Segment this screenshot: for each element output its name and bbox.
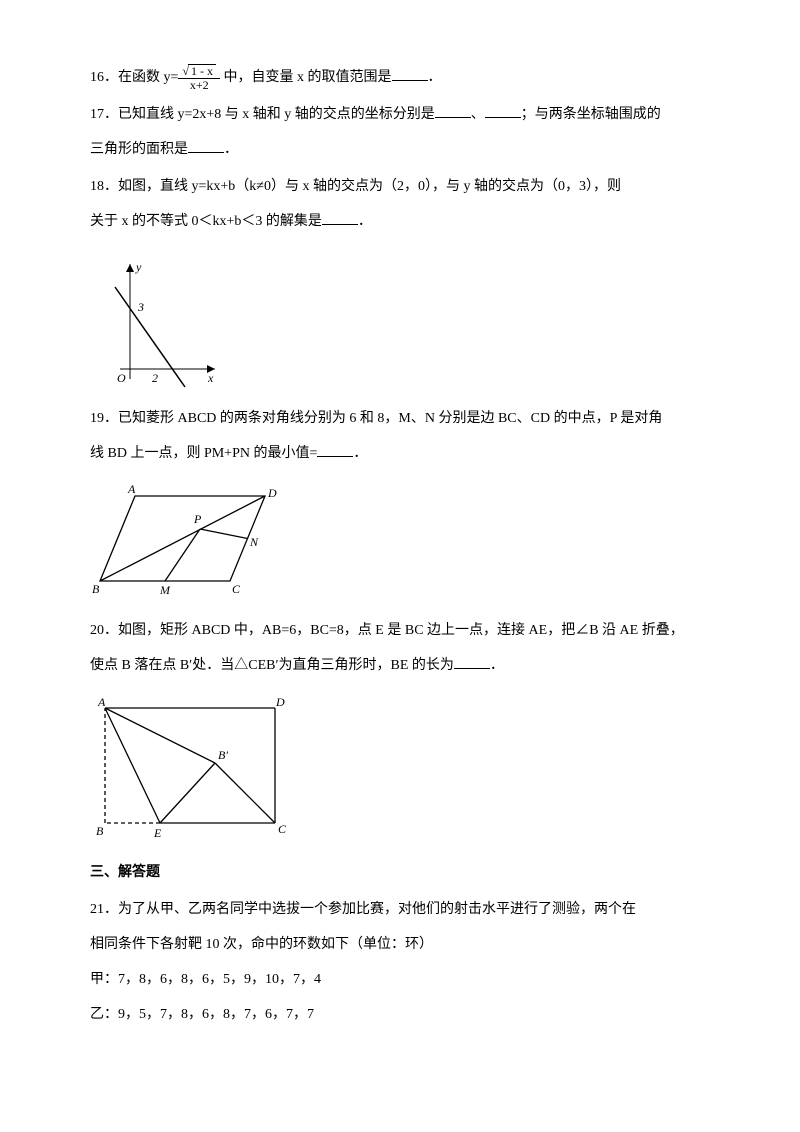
q16-blank [392,66,428,81]
q17-end: ． [224,142,238,157]
q20-blank [454,654,490,669]
q19-line1: 19．已知菱形 ABCD 的两条对角线分别为 6 和 8，M、N 分别是边 BC… [90,411,662,426]
q19-blank [317,442,353,457]
question-18: 18．如图，直线 y=kx+b（k≠0）与 x 轴的交点为（2，0），与 y 轴… [90,169,710,239]
fig20-B: B [96,824,104,838]
question-17: 17．已知直线 y=2x+8 与 x 轴和 y 轴的交点的坐标分别是 、 ；与两条坐… [90,97,710,167]
q17-blank3 [188,138,224,153]
q17-blank2 [485,103,521,118]
q16-numerator: 1 - x [188,64,216,78]
fig18-y-intercept: 3 [137,300,144,314]
section-3-title: 三、解答题 [90,855,710,890]
question-20: 20．如图，矩形 ABCD 中，AB=6，BC=8，点 E 是 BC 边上一点，… [90,613,710,683]
q18-blank [322,210,358,225]
fig18-origin: O [117,371,126,385]
figure-18-svg: 2 3 O x y [90,249,230,389]
question-16: 16．在函数 y= 1 - x x+2 中，自变量 x 的取值范围是 ． [90,60,710,95]
q16-denominator: x+2 [178,79,220,92]
fig20-A: A [97,695,106,709]
q20-line2a: 使点 B 落在点 B′处．当△CEB′为直角三角形时，BE 的长为 [90,658,454,673]
fig19-N: N [249,535,259,549]
q21-line2: 相同条件下各射靶 10 次，命中的环数如下（单位：环） [90,937,433,952]
fig19-D: D [267,486,277,500]
q19-end: ． [353,446,367,461]
fig19-A: A [127,482,136,496]
q16-end: ． [428,70,442,85]
q17-sep: 、 [471,107,485,122]
q18-line2a: 关于 x 的不等式 0＜kx+b＜3 的解集是 [90,214,322,229]
fig20-Bp: B′ [218,748,228,762]
figure-19-svg: A D C B M N P [90,481,290,601]
fig20-C: C [278,822,287,836]
figure-18: 2 3 O x y [90,249,710,389]
fig18-x-label: x [207,371,214,385]
q17-blank1 [435,103,471,118]
q18-end: ． [358,214,372,229]
fig18-x-intercept: 2 [152,371,158,385]
q21-line3: 甲：7，8，6，8，6，5，9，10，7，4 [90,972,321,987]
q16-suffix: 中，自变量 x 的取值范围是 [224,70,392,85]
fig18-y-label: y [135,260,142,274]
q17-line1a: 17．已知直线 y=2x+8 与 x 轴和 y 轴的交点的坐标分别是 [90,107,435,122]
q20-line1: 20．如图，矩形 ABCD 中，AB=6，BC=8，点 E 是 BC 边上一点，… [90,623,684,638]
fig19-B: B [92,582,100,596]
q18-line1: 18．如图，直线 y=kx+b（k≠0）与 x 轴的交点为（2，0），与 y 轴… [90,179,621,194]
question-19: 19．已知菱形 ABCD 的两条对角线分别为 6 和 8，M、N 分别是边 BC… [90,401,710,471]
fig19-M: M [159,583,171,597]
q20-end: ． [490,658,504,673]
q19-line2a: 线 BD 上一点，则 PM+PN 的最小值= [90,446,317,461]
figure-20-svg: A D C B E B′ [90,693,300,843]
fig19-P: P [193,512,202,526]
q21-line1: 21．为了从甲、乙两名同学中选拔一个参加比赛，对他们的射击水平进行了测验，两个在 [90,902,636,917]
question-21: 21．为了从甲、乙两名同学中选拔一个参加比赛，对他们的射击水平进行了测验，两个在… [90,892,710,1032]
fig20-E: E [153,826,162,840]
fig19-C: C [232,582,241,596]
q17-line1b: ；与两条坐标轴围成的 [521,107,661,122]
q17-line2a: 三角形的面积是 [90,142,188,157]
figure-20: A D C B E B′ [90,693,710,843]
q16-prefix: 16．在函数 [90,70,160,85]
figure-19: A D C B M N P [90,481,710,601]
q21-line4: 乙：9，5，7，8，6，8，7，6，7，7 [90,1007,314,1022]
q16-formula: y= 1 - x x+2 [164,60,221,95]
fig20-D: D [275,695,285,709]
q16-y-equals: y= [164,70,179,85]
